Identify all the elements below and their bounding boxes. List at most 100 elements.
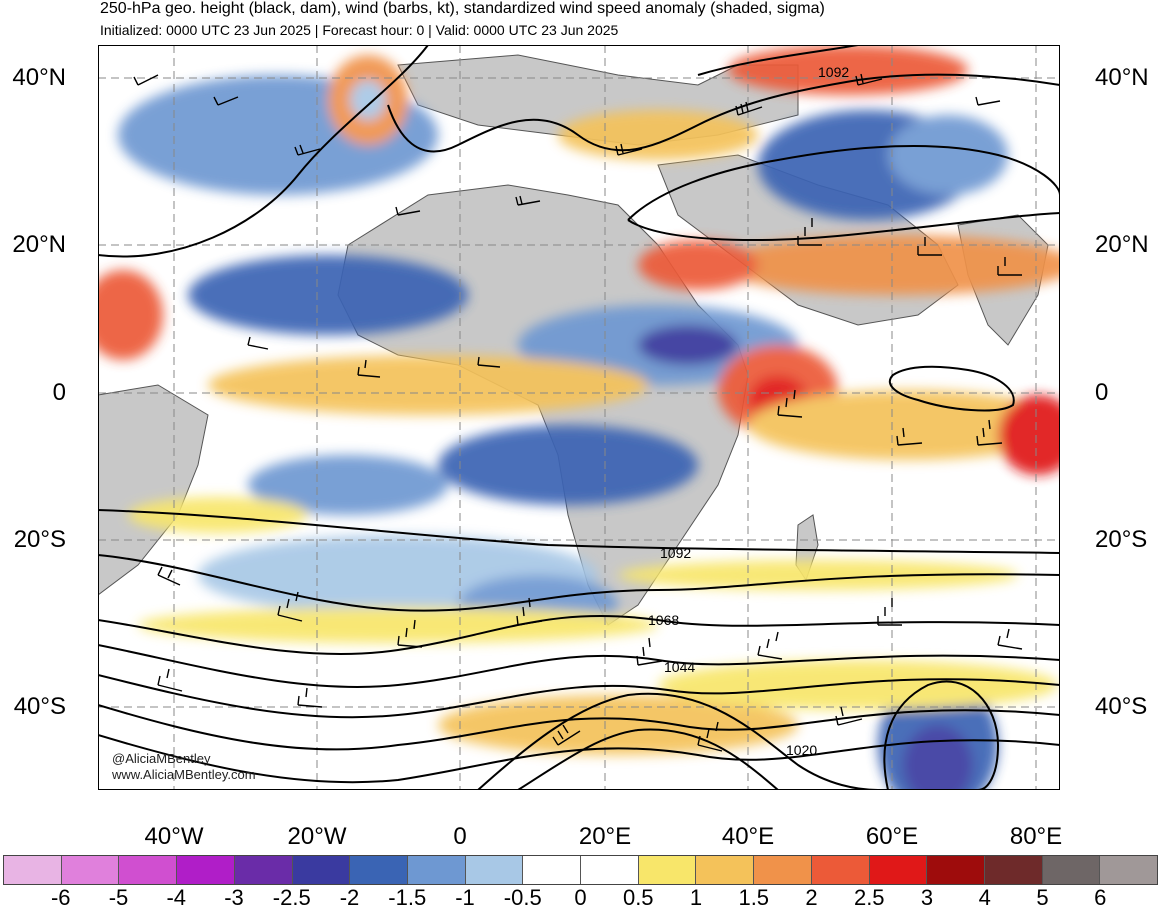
anomaly-blob — [188, 255, 468, 335]
colorbar-segment — [1042, 856, 1101, 884]
wind-barb — [395, 206, 421, 216]
wind-barb — [213, 96, 239, 106]
colorbar-tick-label: 1.5 — [738, 885, 770, 910]
wind-barb — [552, 724, 581, 746]
colorbar-tick-label: -4 — [166, 885, 187, 910]
anomaly-blob — [998, 395, 1060, 475]
colorbar-tick-label: 5 — [1036, 885, 1049, 910]
map-subtitle: Initialized: 0000 UTC 23 Jun 2025 | Fore… — [100, 22, 619, 38]
colorbar-tick-label: 1 — [689, 885, 703, 910]
lon-label: 20°W — [287, 823, 347, 850]
height-contour — [98, 704, 1060, 751]
height-contour — [387, 73, 1060, 153]
wind-barb — [697, 721, 723, 752]
anomaly-blob — [618, 560, 1018, 590]
lat-label-right: 40°S — [1095, 693, 1148, 720]
colorbar-segment — [177, 856, 235, 884]
wind-barbs — [133, 73, 1023, 752]
colorbar-segment — [754, 856, 812, 884]
colorbar-segment — [984, 856, 1043, 884]
lat-label-left: 40°N — [12, 64, 66, 91]
weather-map: 1092 1092 1068 1044 1020 — [98, 45, 1060, 790]
lat-label-right: 20°N — [1095, 231, 1149, 258]
anomaly-blob — [350, 80, 386, 120]
wind-barb — [157, 566, 181, 586]
colorbar-segment — [581, 856, 639, 884]
lat-label-left: 0 — [52, 379, 66, 406]
map-title: 250-hPa geo. height (black, dam), wind (… — [100, 0, 825, 17]
credit-handle: @AliciaMBentley — [112, 751, 211, 766]
colorbar-segment — [61, 856, 120, 884]
colorbar-tick-label: 6 — [1094, 885, 1107, 910]
height-contour — [98, 45, 429, 258]
lon-label: 40°E — [721, 823, 775, 850]
height-contour — [98, 614, 1060, 656]
anomaly-blob — [138, 607, 658, 643]
colorbar-tick-label: -2 — [339, 885, 360, 910]
height-contour — [98, 674, 1060, 719]
colorbar-segment — [869, 856, 928, 884]
colorbar-tick-label: -5 — [108, 885, 129, 910]
contour-label: 1092 — [660, 545, 691, 561]
anomaly-blob — [128, 497, 308, 533]
wind-barb — [835, 706, 863, 726]
wind-barb — [777, 389, 803, 418]
colorbar-segment — [119, 856, 178, 884]
wind-barb — [735, 101, 763, 116]
lat-label-right: 0 — [1095, 379, 1109, 406]
contour-label: 1020 — [786, 742, 817, 758]
lat-label-left: 20°S — [13, 526, 66, 553]
height-contour — [697, 45, 859, 76]
wind-barb — [877, 598, 902, 626]
colorbar-segment — [638, 856, 697, 884]
colorbar-tick-label: -0.5 — [503, 885, 542, 910]
colorbar-tick-label: 4 — [978, 885, 991, 910]
colorbar-segment — [523, 856, 582, 884]
lat-label-right: 40°N — [1095, 64, 1149, 91]
height-contour — [98, 734, 1060, 784]
wind-barb — [636, 637, 663, 666]
wind-barb — [757, 631, 783, 660]
colorbar-tick-label: -2.5 — [272, 885, 311, 910]
anomaly-blob — [438, 695, 798, 755]
lon-label: 80°E — [1009, 823, 1063, 850]
wind-barb — [515, 195, 541, 206]
colorbar-segment — [696, 856, 755, 884]
wind-barb — [615, 143, 643, 156]
height-contour — [98, 554, 1060, 612]
height-contour — [627, 212, 1060, 241]
south-america-landmass — [98, 384, 209, 596]
lat-label-left: 40°S — [13, 693, 66, 720]
anomaly-blob — [748, 390, 1060, 460]
colorbar — [3, 855, 1158, 885]
lon-label: 20°E — [578, 823, 632, 850]
height-contour — [888, 365, 1015, 412]
anomaly-blob — [438, 425, 698, 505]
anomaly-blob — [638, 325, 738, 365]
lon-label: 40°W — [144, 823, 204, 850]
wind-barb — [917, 237, 942, 256]
colorbar-segment — [465, 856, 524, 884]
colorbar-tick-label: -6 — [50, 885, 71, 910]
wind-barb — [997, 257, 1022, 276]
colorbar-segment — [407, 856, 466, 884]
wind-barb — [357, 359, 381, 378]
credit-url: www.AliciaMBentley.com — [111, 767, 256, 782]
colorbar-segment — [234, 856, 293, 884]
anomaly-blob — [658, 660, 1058, 710]
colorbar-segment — [1100, 856, 1158, 884]
anomaly-blob — [888, 115, 1008, 195]
wind-barb — [247, 336, 269, 350]
colorbar-tick-label: 0.5 — [622, 885, 654, 910]
wind-barb — [277, 591, 303, 622]
colorbar-tick-label: 0 — [574, 885, 587, 910]
wind-barb — [477, 356, 501, 368]
colorbar-segment — [292, 856, 351, 884]
height-contour — [883, 680, 1000, 790]
colorbar-segment — [811, 856, 870, 884]
wind-barb — [896, 427, 923, 446]
colorbar-segment — [927, 856, 985, 884]
wind-barb — [997, 628, 1023, 650]
lat-label-right: 20°S — [1095, 526, 1148, 553]
wind-barb — [294, 144, 321, 156]
